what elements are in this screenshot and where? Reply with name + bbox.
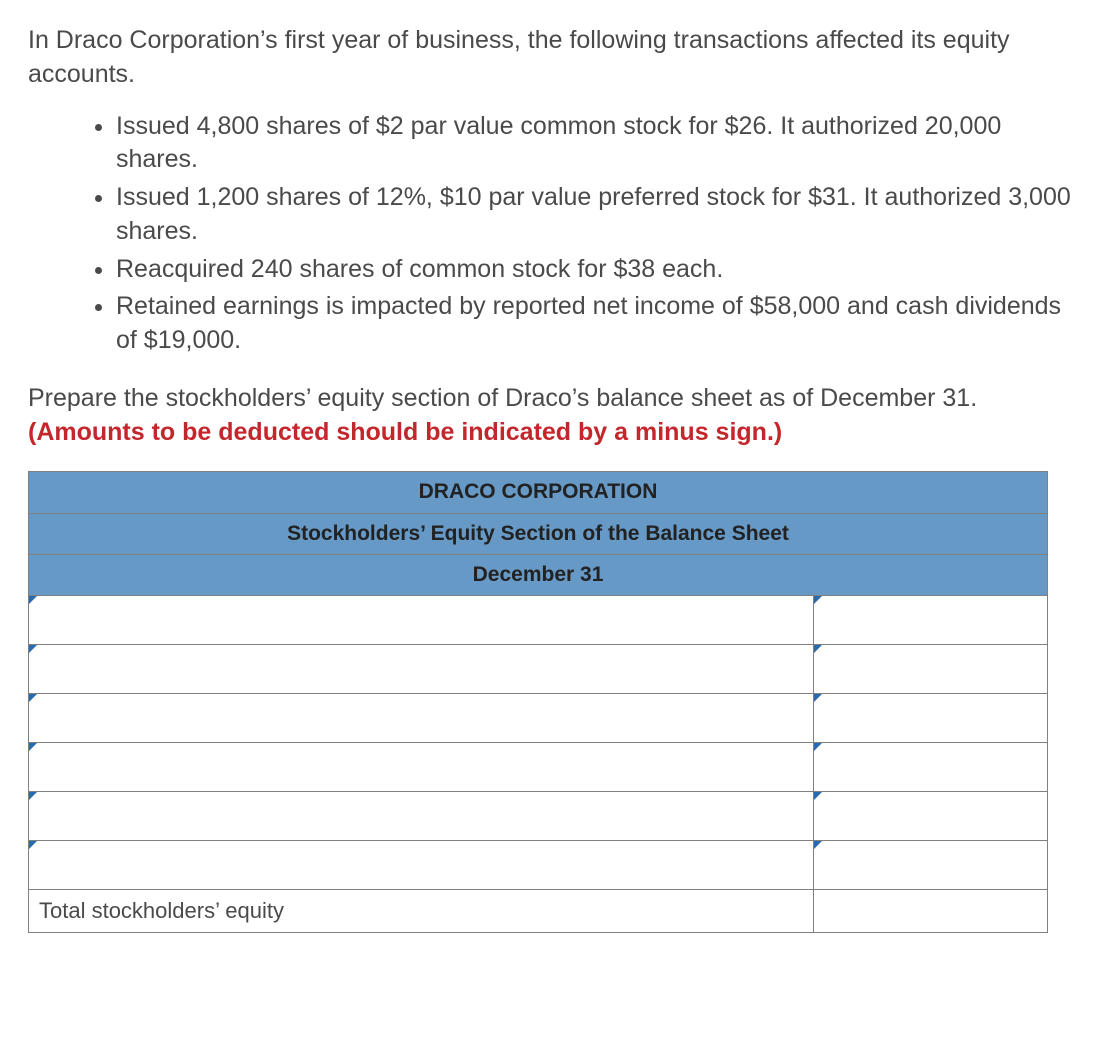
list-item: Retained earnings is impacted by reporte…	[116, 290, 1088, 358]
list-item: Issued 4,800 shares of $2 par value comm…	[116, 110, 1088, 178]
label-cell[interactable]	[29, 841, 814, 890]
amount-cell[interactable]	[813, 694, 1047, 743]
table-row	[29, 792, 1048, 841]
amount-input[interactable]	[824, 798, 1037, 834]
label-input[interactable]	[39, 651, 803, 687]
label-input[interactable]	[39, 749, 803, 785]
question-prompt: In Draco Corporation’s first year of bus…	[28, 24, 1088, 449]
amount-cell[interactable]	[813, 792, 1047, 841]
table-row	[29, 694, 1048, 743]
equity-table: DRACO CORPORATION Stockholders’ Equity S…	[28, 471, 1048, 933]
label-cell[interactable]	[29, 743, 814, 792]
label-input[interactable]	[39, 700, 803, 736]
instruction-plain: Prepare the stockholders’ equity section…	[28, 384, 977, 412]
amount-cell[interactable]	[813, 596, 1047, 645]
section-header: Stockholders’ Equity Section of the Bala…	[29, 513, 1048, 554]
label-cell[interactable]	[29, 645, 814, 694]
date-header: December 31	[29, 554, 1048, 595]
balance-sheet: DRACO CORPORATION Stockholders’ Equity S…	[28, 467, 1088, 933]
label-input[interactable]	[39, 602, 803, 638]
amount-cell[interactable]	[813, 841, 1047, 890]
amount-cell[interactable]	[813, 645, 1047, 694]
table-row	[29, 645, 1048, 694]
intro-text: In Draco Corporation’s first year of bus…	[28, 24, 1088, 92]
instruction-highlight: (Amounts to be deducted should be indica…	[28, 418, 782, 446]
table-row	[29, 743, 1048, 792]
list-item: Issued 1,200 shares of 12%, $10 par valu…	[116, 181, 1088, 249]
list-item: Reacquired 240 shares of common stock fo…	[116, 253, 1088, 287]
label-cell[interactable]	[29, 694, 814, 743]
total-amount	[813, 890, 1047, 933]
total-label: Total stockholders’ equity	[29, 890, 814, 933]
amount-input[interactable]	[824, 749, 1037, 785]
amount-input[interactable]	[824, 602, 1037, 638]
table-row	[29, 596, 1048, 645]
table-row	[29, 841, 1048, 890]
label-input[interactable]	[39, 847, 803, 883]
label-input[interactable]	[39, 798, 803, 834]
transaction-list: Issued 4,800 shares of $2 par value comm…	[28, 110, 1088, 358]
label-cell[interactable]	[29, 596, 814, 645]
amount-input[interactable]	[824, 651, 1037, 687]
instruction-text: Prepare the stockholders’ equity section…	[28, 382, 1088, 450]
amount-input[interactable]	[824, 847, 1037, 883]
label-cell[interactable]	[29, 792, 814, 841]
amount-cell[interactable]	[813, 743, 1047, 792]
amount-input[interactable]	[824, 700, 1037, 736]
company-header: DRACO CORPORATION	[29, 472, 1048, 513]
total-row: Total stockholders’ equity	[29, 890, 1048, 933]
